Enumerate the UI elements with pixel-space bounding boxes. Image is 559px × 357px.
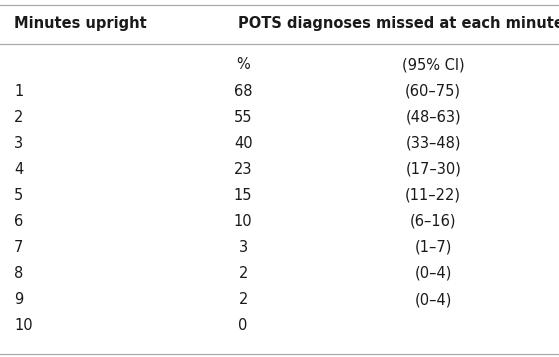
Text: (0–4): (0–4) <box>415 266 452 281</box>
Text: 23: 23 <box>234 162 253 177</box>
Text: 10: 10 <box>234 214 253 229</box>
Text: 15: 15 <box>234 188 253 203</box>
Text: (48–63): (48–63) <box>405 110 461 125</box>
Text: 2: 2 <box>239 266 248 281</box>
Text: 0: 0 <box>239 318 248 333</box>
Text: (0–4): (0–4) <box>415 292 452 307</box>
Text: POTS diagnoses missed at each minute: POTS diagnoses missed at each minute <box>238 16 559 31</box>
Text: (17–30): (17–30) <box>405 162 461 177</box>
Text: (33–48): (33–48) <box>405 136 461 151</box>
Text: %: % <box>236 57 250 72</box>
Text: 7: 7 <box>14 240 23 255</box>
Text: 68: 68 <box>234 84 253 99</box>
Text: 5: 5 <box>14 188 23 203</box>
Text: (1–7): (1–7) <box>415 240 452 255</box>
Text: (60–75): (60–75) <box>405 84 461 99</box>
Text: Minutes upright: Minutes upright <box>14 16 146 31</box>
Text: (95% Cl): (95% Cl) <box>402 57 465 72</box>
Text: 40: 40 <box>234 136 253 151</box>
Text: 2: 2 <box>239 292 248 307</box>
Text: 3: 3 <box>14 136 23 151</box>
Text: 4: 4 <box>14 162 23 177</box>
Text: 8: 8 <box>14 266 23 281</box>
Text: (6–16): (6–16) <box>410 214 457 229</box>
Text: 9: 9 <box>14 292 23 307</box>
Text: 1: 1 <box>14 84 23 99</box>
Text: 6: 6 <box>14 214 23 229</box>
Text: 55: 55 <box>234 110 253 125</box>
Text: 3: 3 <box>239 240 248 255</box>
Text: (11–22): (11–22) <box>405 188 461 203</box>
Text: 2: 2 <box>14 110 23 125</box>
Text: 10: 10 <box>14 318 32 333</box>
